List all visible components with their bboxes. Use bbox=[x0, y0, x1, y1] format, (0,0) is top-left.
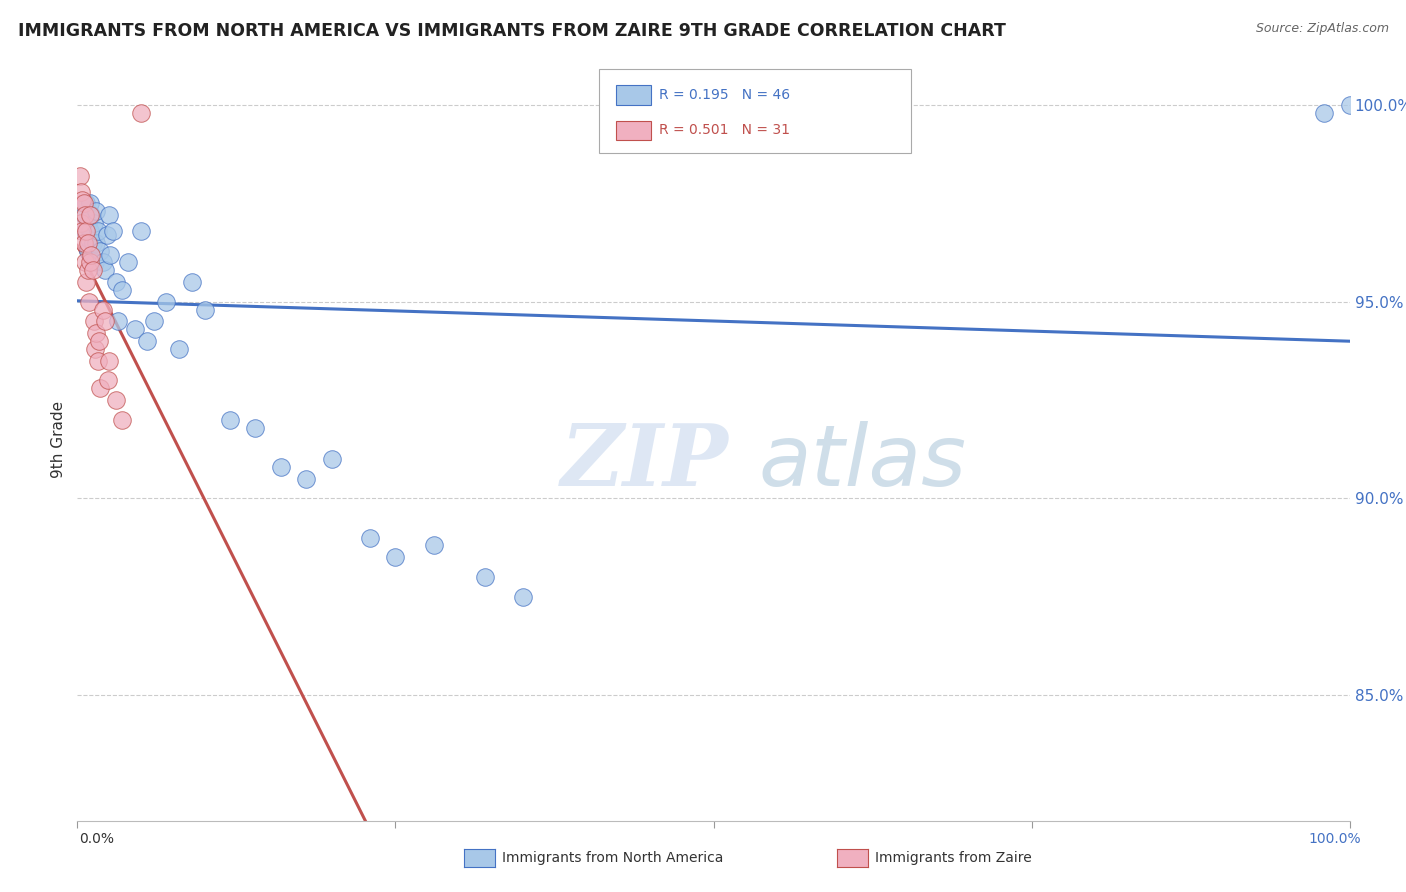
Point bbox=[117, 255, 139, 269]
Point bbox=[167, 342, 190, 356]
Point bbox=[73, 196, 96, 211]
Point bbox=[79, 208, 101, 222]
Text: ZIP: ZIP bbox=[561, 420, 728, 504]
Point bbox=[79, 224, 101, 238]
Point bbox=[155, 294, 177, 309]
Point bbox=[87, 334, 110, 348]
Point bbox=[75, 275, 97, 289]
Point bbox=[321, 452, 343, 467]
Point bbox=[474, 570, 496, 584]
Bar bbox=[616, 86, 651, 105]
Point bbox=[142, 314, 165, 328]
Point bbox=[75, 224, 97, 238]
Point bbox=[80, 247, 103, 261]
Point bbox=[104, 392, 127, 407]
Point bbox=[76, 244, 98, 258]
Point bbox=[84, 255, 107, 269]
Point bbox=[100, 247, 122, 261]
Point bbox=[82, 263, 104, 277]
Point bbox=[70, 216, 93, 230]
Point bbox=[79, 196, 101, 211]
Point bbox=[73, 235, 96, 250]
Text: atlas: atlas bbox=[758, 421, 966, 504]
Point bbox=[359, 531, 381, 545]
Point bbox=[86, 326, 108, 341]
Point bbox=[72, 193, 94, 207]
Y-axis label: 9th Grade: 9th Grade bbox=[51, 401, 66, 478]
Text: Immigrants from North America: Immigrants from North America bbox=[502, 851, 723, 865]
Point bbox=[83, 314, 105, 328]
Point bbox=[84, 342, 107, 356]
Point bbox=[124, 322, 146, 336]
Point bbox=[76, 235, 98, 250]
Text: IMMIGRANTS FROM NORTH AMERICA VS IMMIGRANTS FROM ZAIRE 9TH GRADE CORRELATION CHA: IMMIGRANTS FROM NORTH AMERICA VS IMMIGRA… bbox=[18, 22, 1007, 40]
Point bbox=[76, 216, 98, 230]
Point bbox=[180, 275, 202, 289]
Point bbox=[111, 412, 134, 426]
Point bbox=[129, 106, 152, 120]
Point bbox=[1339, 98, 1361, 112]
Point bbox=[98, 353, 121, 368]
Point bbox=[101, 224, 124, 238]
Point bbox=[96, 227, 118, 242]
Point bbox=[91, 302, 114, 317]
Point bbox=[104, 275, 127, 289]
Point bbox=[98, 208, 121, 222]
Point bbox=[73, 208, 96, 222]
Text: Immigrants from Zaire: Immigrants from Zaire bbox=[875, 851, 1031, 865]
Point bbox=[86, 204, 108, 219]
Point bbox=[86, 353, 108, 368]
Point bbox=[219, 412, 242, 426]
Point bbox=[86, 224, 108, 238]
Point bbox=[245, 420, 267, 434]
Point bbox=[129, 224, 152, 238]
Text: R = 0.195   N = 46: R = 0.195 N = 46 bbox=[659, 88, 790, 103]
Point bbox=[111, 283, 134, 297]
Point bbox=[89, 381, 111, 395]
Point bbox=[194, 302, 217, 317]
Point bbox=[86, 235, 108, 250]
Point bbox=[1313, 106, 1336, 120]
Point bbox=[136, 334, 159, 348]
Point bbox=[512, 590, 534, 604]
Point bbox=[107, 314, 129, 328]
Point bbox=[89, 244, 111, 258]
Point bbox=[94, 314, 117, 328]
Point bbox=[83, 216, 105, 230]
Point bbox=[91, 255, 114, 269]
Text: 100.0%: 100.0% bbox=[1309, 832, 1361, 846]
Text: 0.0%: 0.0% bbox=[79, 832, 114, 846]
Point bbox=[79, 255, 101, 269]
Point bbox=[76, 263, 98, 277]
Point bbox=[422, 538, 444, 552]
Point bbox=[70, 185, 93, 199]
Point bbox=[72, 224, 94, 238]
Point bbox=[73, 255, 96, 269]
Point bbox=[295, 472, 318, 486]
Point bbox=[270, 459, 292, 474]
Point bbox=[82, 235, 104, 250]
Point bbox=[69, 169, 91, 183]
Text: Source: ZipAtlas.com: Source: ZipAtlas.com bbox=[1256, 22, 1389, 36]
Bar bbox=[616, 120, 651, 140]
Point bbox=[73, 208, 96, 222]
FancyBboxPatch shape bbox=[599, 70, 911, 153]
Point bbox=[77, 232, 100, 246]
Point bbox=[80, 208, 103, 222]
Point bbox=[97, 373, 120, 387]
Point bbox=[77, 294, 100, 309]
Text: R = 0.501   N = 31: R = 0.501 N = 31 bbox=[659, 123, 790, 137]
Point bbox=[73, 224, 96, 238]
Point bbox=[94, 263, 117, 277]
Point bbox=[384, 550, 406, 565]
Point bbox=[75, 196, 97, 211]
